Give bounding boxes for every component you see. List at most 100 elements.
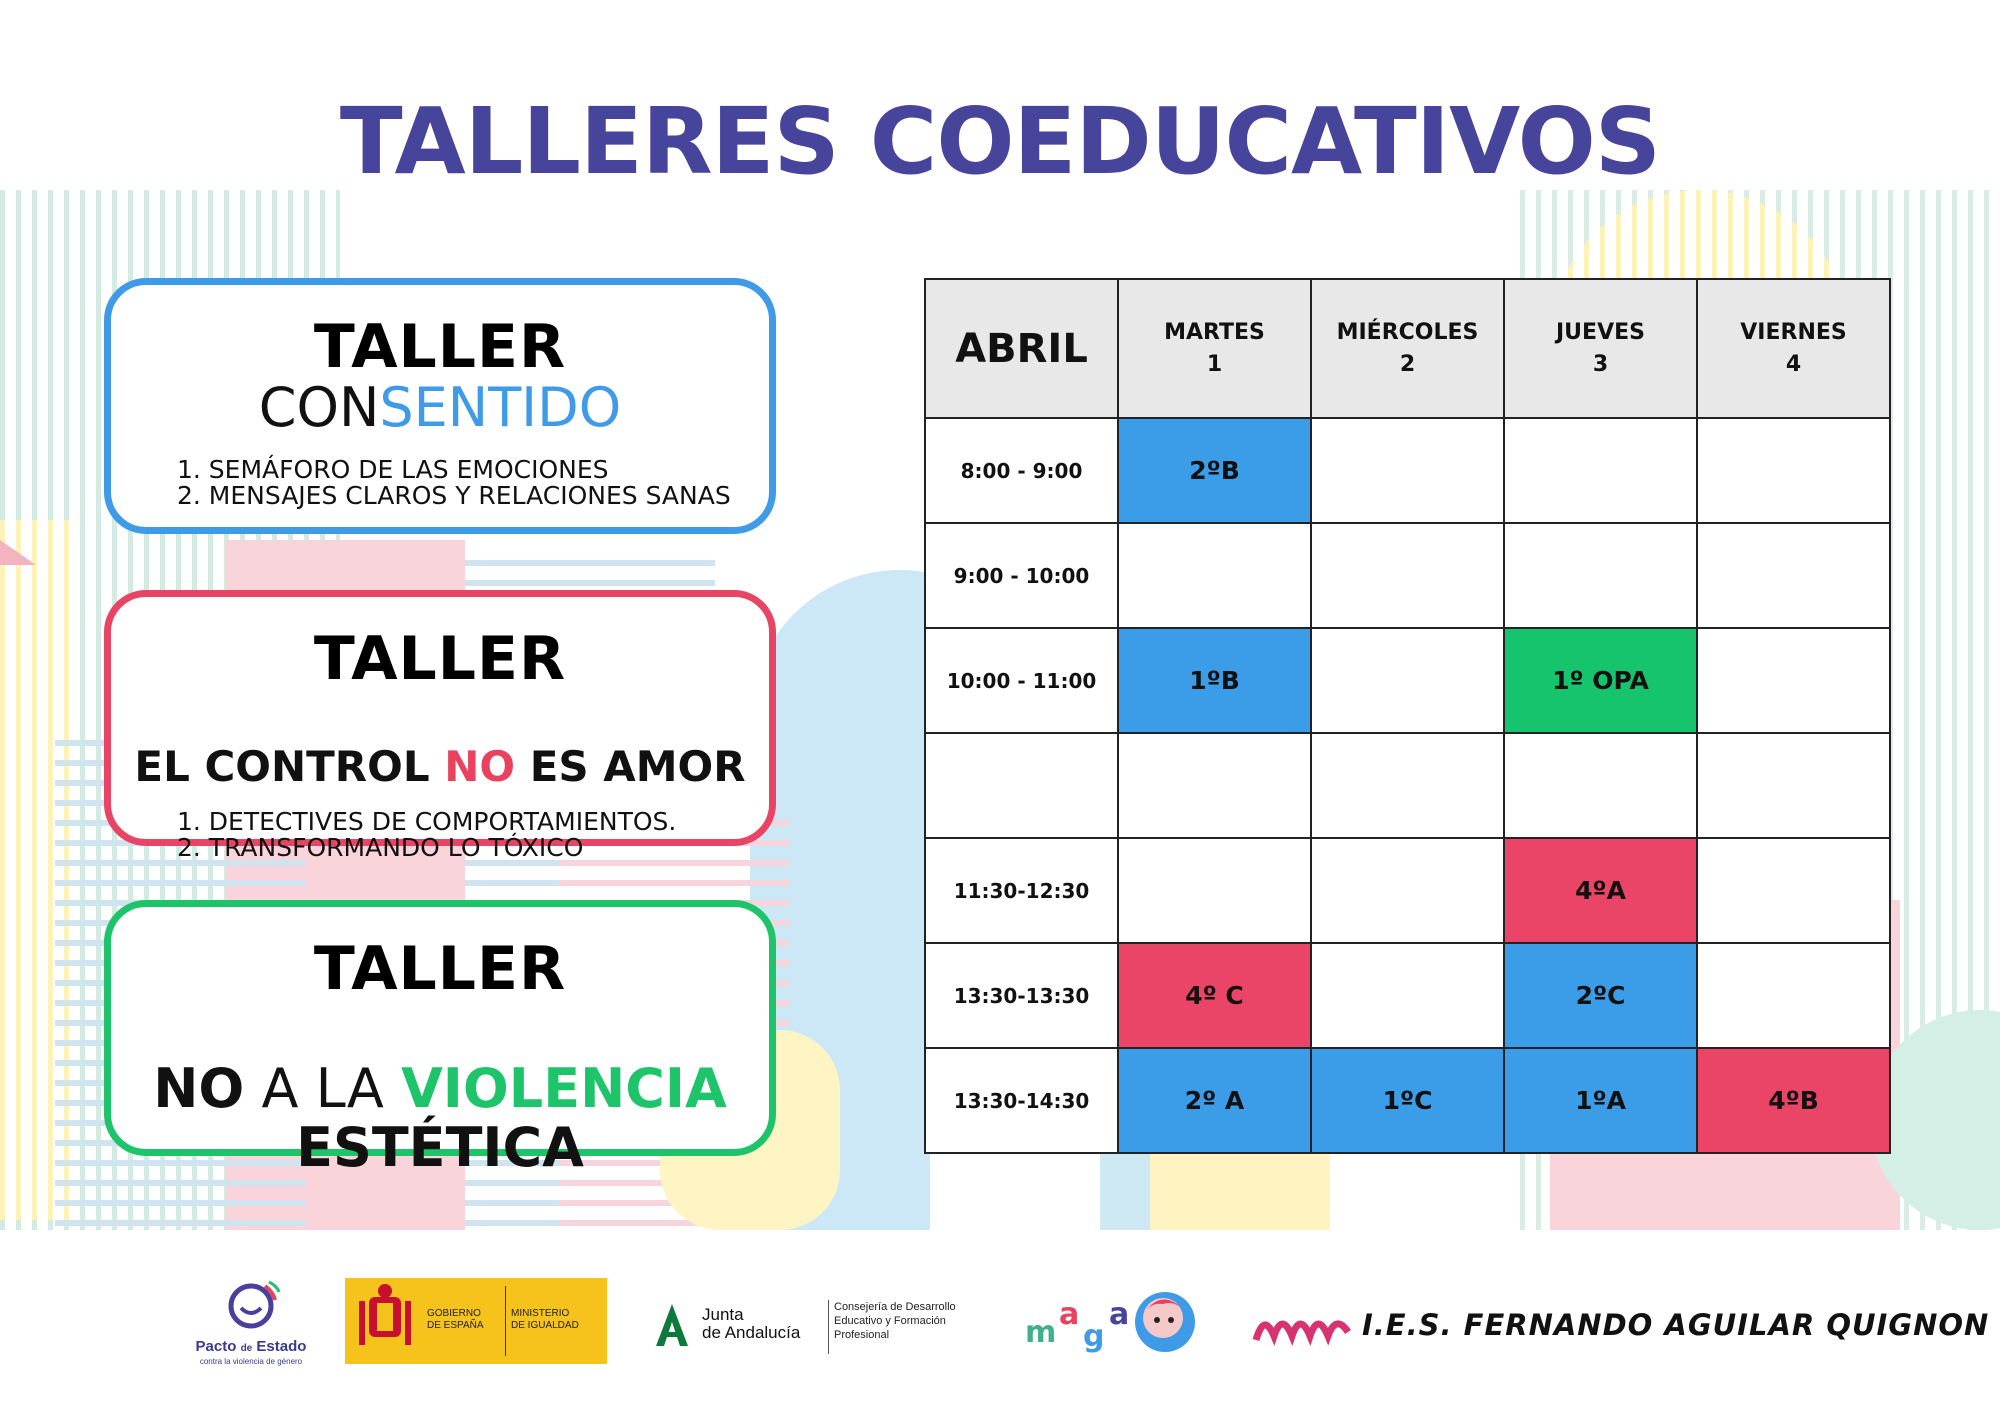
workshop-heading: TALLER: [313, 312, 567, 382]
time-slot: [924, 732, 1119, 839]
ies-name: I.E.S. FERNANDO AGUILAR QUIGNON: [1362, 1308, 1990, 1342]
table-row: 13:30-13:30 4º C 2ºC: [924, 942, 1891, 1049]
day-name: JUEVES: [1556, 319, 1645, 345]
schedule-cell: [1503, 522, 1698, 629]
gobierno-label: GOBIERNO DE ESPAÑA: [427, 1308, 484, 1331]
schedule-cell: 4ºB: [1696, 1047, 1891, 1154]
day-header: MIÉRCOLES 2: [1310, 278, 1505, 419]
workshop-item: 1. SEMÁFORO DE LAS EMOCIONES: [177, 455, 609, 484]
schedule-cell: [1696, 627, 1891, 734]
schedule-cell: [1310, 837, 1505, 944]
time-slot: 13:30-14:30: [924, 1047, 1119, 1154]
time-slot: 13:30-13:30: [924, 942, 1119, 1049]
page-title: TALLERES COEDUCATIVOS: [339, 88, 1661, 195]
day-header: JUEVES 3: [1503, 278, 1698, 419]
day-number: 3: [1592, 351, 1609, 377]
ministerio-label: MINISTERIO DE IGUALDAD: [511, 1308, 579, 1331]
schedule-cell: 4º C: [1117, 942, 1312, 1049]
table-row: 13:30-14:30 2º A 1ºC 1ºA 4ºB: [924, 1047, 1891, 1154]
schedule-cell: 1º OPA: [1503, 627, 1698, 734]
workshop-card-control: TALLER EL CONTROL NO ES AMOR 1. DETECTIV…: [104, 590, 776, 861]
schedule-cell: 2º A: [1117, 1047, 1312, 1154]
schedule-cell: [1310, 417, 1505, 524]
schedule-cell: 2ºB: [1117, 417, 1312, 524]
junta-dept: Educativo y Formación: [834, 1315, 946, 1327]
schedule-cell: [1117, 837, 1312, 944]
schedule-cell: [1503, 732, 1698, 839]
workshop-name-part: ES AMOR: [515, 742, 746, 791]
workshop-heading: TALLER: [313, 624, 567, 694]
pacto-text: de: [240, 1343, 253, 1354]
schedule-cell: 2ºC: [1503, 942, 1698, 1049]
pacto-text: Pacto: [195, 1338, 237, 1355]
day-header: VIERNES 4: [1696, 278, 1891, 419]
junta-a-icon: [656, 1304, 688, 1346]
workshop-name-part: NO: [153, 1057, 245, 1120]
workshop-name: EL CONTROL NO ES AMOR: [111, 695, 769, 791]
schedule-cell: [1696, 522, 1891, 629]
time-slot: 9:00 - 10:00: [924, 522, 1119, 629]
schedule-table: ABRIL MARTES 1 MIÉRCOLES 2 JUEVES 3 VIERNES…: [924, 278, 1891, 1154]
schedule-cell: [1310, 522, 1505, 629]
workshop-name-line2: ESTÉTICA: [296, 1116, 584, 1179]
day-header: MARTES 1: [1117, 278, 1312, 419]
junta-dept: Profesional: [834, 1329, 890, 1341]
day-name: MIÉRCOLES: [1336, 319, 1479, 345]
workshop-name-part: CON: [258, 376, 380, 439]
workshop-item: 1. DETECTIVES DE COMPORTAMIENTOS.: [177, 807, 677, 836]
workshop-name-highlight: SENTIDO: [379, 376, 622, 439]
workshop-card-consentido: TALLER CONSENTIDO 1. SEMÁFORO DE LAS EMO…: [104, 278, 776, 534]
svg-text:a: a: [1059, 1297, 1079, 1332]
time-slot: 8:00 - 9:00: [924, 417, 1119, 524]
schedule-cell: [1310, 627, 1505, 734]
day-name: MARTES: [1164, 319, 1265, 345]
workshop-name-part: EL CONTROL: [134, 742, 445, 791]
pacto-smile-icon: [228, 1280, 281, 1329]
workshop-name-highlight: VIOLENCIA: [401, 1057, 727, 1120]
schedule-cell: [1696, 942, 1891, 1049]
schedule-cell: [1117, 522, 1312, 629]
junta-name: de Andalucía: [702, 1323, 801, 1342]
coat-of-arms-icon: [359, 1284, 411, 1345]
table-row: 11:30-12:30 4ºA: [924, 837, 1891, 944]
table-row: 10:00 - 11:00 1ºB 1º OPA: [924, 627, 1891, 734]
pacto-de-estado-logo: Pacto de Estado contra la violencia de g…: [186, 1278, 316, 1368]
schedule-cell: 1ºA: [1503, 1047, 1698, 1154]
footer: [0, 1232, 2000, 1414]
pacto-subtitle: contra la violencia de género: [199, 1357, 303, 1366]
schedule-cell: [1310, 732, 1505, 839]
schedule-cell: [1696, 417, 1891, 524]
svg-text:m: m: [1025, 1315, 1056, 1350]
svg-text:g: g: [1083, 1319, 1104, 1354]
day-number: 1: [1206, 351, 1223, 377]
workshop-heading: TALLER: [313, 934, 567, 1004]
table-row: 9:00 - 10:00: [924, 522, 1891, 629]
workshop-name-highlight: NO: [444, 742, 516, 791]
table-row: [924, 732, 1891, 839]
ies-logo: I.E.S. FERNANDO AGUILAR QUIGNON: [1252, 1304, 1988, 1350]
schedule-cell: [1310, 942, 1505, 1049]
day-name: VIERNES: [1740, 319, 1847, 345]
workshop-items: 1. DETECTIVES DE COMPORTAMIENTOS. 2. TRA…: [177, 809, 769, 861]
schedule-corner: ABRIL: [924, 278, 1119, 419]
table-row: 8:00 - 9:00 2ºB: [924, 417, 1891, 524]
schedule-cell: [1696, 732, 1891, 839]
maga-logo-icon: m a g a: [1025, 1292, 1195, 1354]
schedule-header-row: ABRIL MARTES 1 MIÉRCOLES 2 JUEVES 3 VIERNES…: [924, 278, 1891, 419]
workshop-item: 2. MENSAJES CLAROS Y RELACIONES SANAS: [177, 481, 731, 510]
time-slot: 10:00 - 11:00: [924, 627, 1119, 734]
day-number: 2: [1399, 351, 1416, 377]
workshop-name-part: A LA: [244, 1057, 401, 1120]
schedule-cell: 1ºB: [1117, 627, 1312, 734]
workshop-item: 2. TRANSFORMANDO LO TÓXICO: [177, 833, 584, 862]
svg-text:a: a: [1109, 1297, 1129, 1332]
schedule-cell: 1ºC: [1310, 1047, 1505, 1154]
junta-dept: Consejería de Desarrollo: [834, 1301, 956, 1313]
schedule-cell: 4ºA: [1503, 837, 1698, 944]
schedule-cell: [1117, 732, 1312, 839]
workshop-card-violencia-estetica: TALLER NO A LA VIOLENCIA ESTÉTICA: [104, 900, 776, 1175]
schedule-cell: [1696, 837, 1891, 944]
ies-emblem-icon: [1252, 1320, 1351, 1346]
schedule-cell: [1503, 417, 1698, 524]
time-slot: 11:30-12:30: [924, 837, 1119, 944]
